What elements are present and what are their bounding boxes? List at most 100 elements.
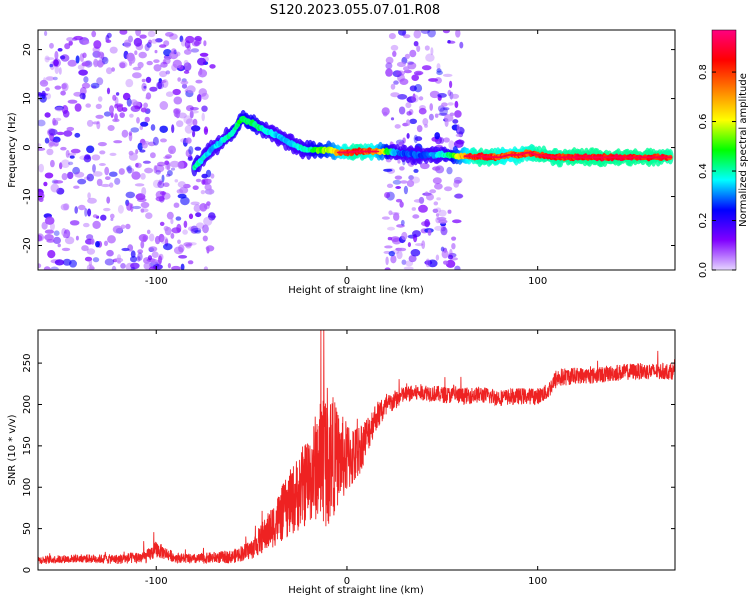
spectrogram-noise-blob bbox=[98, 163, 106, 166]
spectrogram-noise-blob bbox=[148, 266, 157, 270]
spectrogram-noise-blob bbox=[172, 88, 181, 96]
spectrogram-noise-blob bbox=[199, 52, 209, 57]
spectrogram-noise-blob bbox=[67, 152, 77, 156]
spectrogram-noise-blob bbox=[53, 236, 61, 244]
spectrogram-noise-blob bbox=[97, 142, 107, 147]
spectrogram-noise-blob bbox=[404, 53, 410, 60]
spectrogram-noise-blob bbox=[131, 172, 136, 177]
snr-x-tick-label: 100 bbox=[528, 576, 547, 587]
spectrogram-noise-blob bbox=[437, 93, 447, 98]
colorbar-tick-label: 0.0 bbox=[698, 262, 709, 278]
spectrogram-noise-blob bbox=[163, 57, 171, 65]
snr-frame bbox=[37, 329, 676, 571]
spectrogram-noise-blob bbox=[144, 116, 150, 123]
spectrogram-noise-blob bbox=[67, 59, 77, 67]
colorbar-label: Normalized spectral amplitude bbox=[738, 73, 749, 227]
spectrogram-noise-blob bbox=[103, 111, 111, 117]
spectrogram-noise-blob bbox=[44, 229, 55, 234]
spectrogram-noise-blob bbox=[121, 129, 129, 138]
spectrogram-noise-blob bbox=[420, 162, 430, 170]
spectrogram-noise-blob bbox=[433, 201, 439, 206]
spectrogram-noise-blob bbox=[63, 233, 67, 238]
spectrogram-noise-blob bbox=[66, 126, 75, 132]
spectrogram-noise-blob bbox=[407, 242, 411, 248]
spectrogram-noise-blob bbox=[425, 258, 431, 268]
colorbar-tick-label: 0.4 bbox=[698, 163, 709, 179]
spectrogram-noise-blob bbox=[64, 236, 75, 245]
spectrogram-noise-blob bbox=[206, 201, 211, 206]
spectrogram-noise-blob bbox=[171, 48, 177, 55]
spectrogram-noise-blob bbox=[383, 168, 393, 172]
spectrogram-noise-blob bbox=[183, 59, 189, 67]
spectrogram-noise-blob bbox=[154, 49, 158, 54]
spectrogram-noise-blob bbox=[397, 159, 401, 164]
spectrogram-noise-blob bbox=[189, 107, 199, 111]
spectrogram-noise-blob bbox=[45, 76, 55, 81]
spectrogram-noise-blob bbox=[78, 69, 88, 76]
spectrogram-noise-blob bbox=[140, 121, 149, 127]
spectrogram-noise-blob bbox=[406, 133, 410, 139]
spectrogram-noise-blob bbox=[185, 149, 192, 158]
spectrogram-noise-blob bbox=[183, 70, 190, 74]
spectrogram-noise-blob bbox=[145, 212, 153, 219]
spectrogram-noise-blob bbox=[177, 239, 181, 245]
spectrogram-noise-blob bbox=[178, 254, 188, 259]
spectrogram-noise-blob bbox=[449, 80, 453, 89]
spectrogram-noise-blob bbox=[159, 101, 169, 110]
spectrogram-noise-blob bbox=[53, 230, 60, 236]
spectrogram-noise-blob bbox=[141, 187, 147, 196]
spectrogram-noise-blob bbox=[141, 142, 148, 149]
spectrogram-noise-blob bbox=[405, 102, 412, 109]
spectrogram-noise-blob bbox=[38, 234, 43, 242]
spectrogram-noise-blob bbox=[183, 242, 193, 247]
spectrogram-noise-blob bbox=[434, 225, 444, 231]
spectrogram-noise-blob bbox=[429, 90, 440, 99]
spectrogram-noise-blob bbox=[118, 168, 125, 175]
spectrogram-noise-blob bbox=[171, 124, 175, 134]
colorbar: 0.0 0.2 0.4 0.6 0.8 Normalized spectral ampl… bbox=[698, 29, 749, 278]
spectrogram-noise-blob bbox=[62, 110, 70, 118]
spectrogram-noise-blob bbox=[414, 136, 423, 142]
spectrogram-noise-blob bbox=[148, 39, 152, 45]
spectrogram-noise-blob bbox=[136, 256, 141, 262]
spectrogram-noise-blob bbox=[158, 78, 162, 83]
spectrogram-noise-blob bbox=[434, 113, 439, 118]
spectrogram-noise-blob bbox=[152, 136, 159, 146]
spectrogram-noise-blob bbox=[441, 102, 448, 107]
spectrogram-noise-blob bbox=[181, 83, 188, 89]
spectrogram-noise-blob bbox=[135, 162, 142, 169]
spectrogram-noise-blob bbox=[43, 181, 48, 187]
spectrogram-noise-blob bbox=[178, 244, 185, 253]
spectrogram-noise-blob bbox=[119, 112, 125, 118]
spectrogram-noise-blob bbox=[184, 40, 191, 49]
spectrogram-noise-blob bbox=[38, 143, 42, 147]
spectrogram-noise-blob bbox=[155, 81, 165, 90]
spectrogram-noise-blob bbox=[130, 255, 138, 263]
spectrogram-noise-blob bbox=[150, 152, 156, 159]
spectrogram-noise-blob bbox=[91, 30, 97, 38]
snr-x-tick-label: -100 bbox=[145, 576, 168, 587]
spectrogram-noise-blob bbox=[147, 30, 156, 38]
spectrogram-noise-blob bbox=[86, 145, 95, 154]
spectrogram-noise-blob bbox=[86, 234, 94, 240]
spectrogram-noise-blob bbox=[180, 196, 190, 206]
spectrogram-noise-blob bbox=[134, 105, 140, 110]
spectrogram-noise-blob bbox=[192, 130, 196, 138]
spectrogram-noise-blob bbox=[137, 252, 143, 261]
spectrogram-noise-blob bbox=[199, 203, 206, 210]
spectrogram-noise-blob bbox=[93, 171, 103, 177]
spectrogram-noise-blob bbox=[410, 249, 421, 257]
spectrogram-noise-blob bbox=[145, 92, 152, 100]
spectrogram-noise-blob bbox=[137, 249, 144, 254]
spectrogram-noise-blob bbox=[92, 214, 98, 218]
spectrogram-noise-blob bbox=[130, 127, 140, 133]
spectrogram-noise-blob bbox=[101, 56, 109, 65]
spectrogram-noise-blob bbox=[180, 80, 189, 85]
spectrogram-noise-blob bbox=[424, 45, 430, 51]
spectrogram-noise-blob bbox=[409, 118, 418, 125]
spectrogram-noise-blob bbox=[95, 103, 102, 110]
spectrogram-noise-blob bbox=[96, 120, 101, 130]
spectrogram-noise-blob bbox=[44, 30, 48, 36]
spectrogram-noise-blob bbox=[178, 112, 187, 119]
spectrogram-noise-blob bbox=[442, 107, 450, 111]
